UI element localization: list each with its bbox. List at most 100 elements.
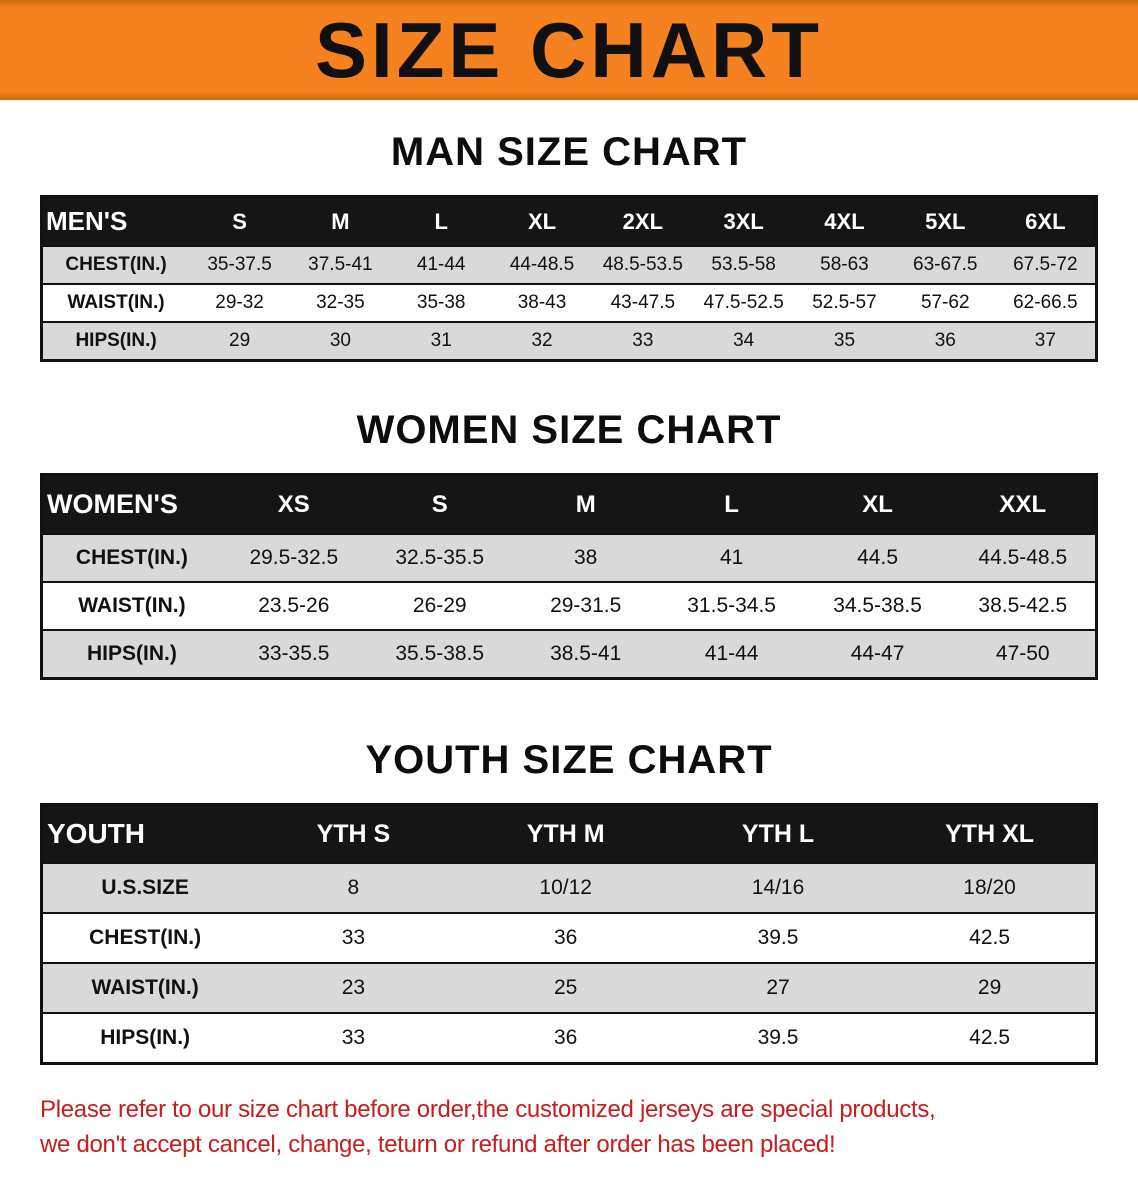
- men-section-title: MAN SIZE CHART: [390, 130, 748, 174]
- table-cell: 38.5-41: [512, 630, 659, 680]
- men-size-table: MEN'S S M L XL 2XL 3XL 4XL 5XL 6XL CHEST(IN.) 35-37…: [40, 195, 1098, 362]
- table-row: WAIST(IN.) 23.5-26 26-29 29-31.5 31.5-34.5 34…: [41, 582, 1097, 631]
- size-column-header: XXL: [950, 474, 1097, 535]
- table-cell: 42.5: [884, 1013, 1097, 1065]
- table-cell: 67.5-72: [995, 246, 1097, 285]
- table-cell: 25: [459, 963, 672, 1014]
- row-label: CHEST(IN.): [41, 534, 221, 583]
- table-row: U.S.SIZE 8 10/12 14/16 18/20: [41, 863, 1097, 914]
- women-size-table: WOMEN'S XS S M L XL XXL CHEST(IN.) 29.5-32.5 32.5…: [40, 473, 1098, 680]
- table-cell: 29: [884, 963, 1097, 1014]
- banner: SIZE CHART: [0, 0, 1138, 100]
- table-cell: 23.5-26: [220, 582, 367, 631]
- women-size-section: WOMEN SIZE CHART WOMEN'S XS S M L XL XXL CHEST(…: [0, 408, 1138, 680]
- row-label: CHEST(IN.): [41, 246, 190, 285]
- table-cell: 32: [491, 322, 593, 362]
- table-cell: 29-31.5: [512, 582, 659, 631]
- table-cell: 44-48.5: [491, 246, 593, 285]
- banner-title: SIZE CHART: [315, 5, 823, 94]
- table-row: HIPS(IN.) 33 36 39.5 42.5: [41, 1013, 1097, 1065]
- size-column-header: 4XL: [794, 196, 895, 247]
- row-label: WAIST(IN.): [41, 963, 248, 1014]
- youth-size-table: YOUTH YTH S YTH M YTH L YTH XL U.S.SIZE 8 10/12…: [40, 803, 1098, 1065]
- table-cell: 27: [671, 963, 885, 1014]
- disclaimer-line-1: Please refer to our size chart before or…: [40, 1096, 936, 1123]
- table-cell: 33: [247, 913, 460, 964]
- row-label: CHEST(IN.): [41, 913, 248, 964]
- youth-section-title: YOUTH SIZE CHART: [365, 738, 773, 782]
- table-header-row: MEN'S S M L XL 2XL 3XL 4XL 5XL 6XL: [41, 196, 1097, 247]
- table-row: CHEST(IN.) 33 36 39.5 42.5: [41, 913, 1097, 964]
- size-column-header: S: [189, 196, 290, 247]
- table-cell: 33: [247, 1013, 460, 1065]
- table-row: HIPS(IN.) 29 30 31 32 33 34 35 36 37: [41, 322, 1097, 362]
- table-row: WAIST(IN.) 29-32 32-35 35-38 38-43 43-47.5 47.…: [41, 284, 1097, 323]
- size-column-header: YTH S: [247, 804, 460, 864]
- table-row: HIPS(IN.) 33-35.5 35.5-38.5 38.5-41 41-44 44-…: [41, 630, 1097, 680]
- size-column-header: S: [366, 474, 513, 535]
- size-column-header: YTH M: [459, 804, 672, 864]
- table-corner-header: WOMEN'S: [41, 474, 221, 535]
- size-column-header: XL: [804, 474, 951, 535]
- table-cell: 47-50: [950, 630, 1097, 680]
- table-cell: 44.5: [804, 534, 951, 583]
- table-cell: 39.5: [671, 913, 885, 964]
- size-column-header: L: [658, 474, 805, 535]
- table-cell: 36: [894, 322, 996, 362]
- table-corner-header: MEN'S: [41, 196, 190, 247]
- table-cell: 42.5: [884, 913, 1097, 964]
- table-cell: 31.5-34.5: [658, 582, 805, 631]
- table-cell: 43-47.5: [592, 284, 694, 323]
- table-row: WAIST(IN.) 23 25 27 29: [41, 963, 1097, 1014]
- table-cell: 35-37.5: [189, 246, 290, 285]
- disclaimer: Please refer to our size chart before or…: [40, 1093, 1118, 1163]
- row-label: HIPS(IN.): [41, 1013, 248, 1065]
- men-size-section: MAN SIZE CHART MEN'S S M L XL 2XL 3XL 4XL 5XL 6XL…: [0, 130, 1138, 362]
- table-cell: 63-67.5: [894, 246, 996, 285]
- row-label: HIPS(IN.): [41, 630, 221, 680]
- table-cell: 39.5: [671, 1013, 885, 1065]
- table-cell: 32.5-35.5: [366, 534, 513, 583]
- table-cell: 48.5-53.5: [592, 246, 694, 285]
- table-cell: 37.5-41: [290, 246, 391, 285]
- table-cell: 34.5-38.5: [804, 582, 951, 631]
- table-cell: 38-43: [491, 284, 593, 323]
- table-cell: 41-44: [658, 630, 805, 680]
- table-cell: 58-63: [794, 246, 895, 285]
- table-header-row: WOMEN'S XS S M L XL XXL: [41, 474, 1097, 535]
- size-column-header: M: [290, 196, 391, 247]
- table-row: CHEST(IN.) 29.5-32.5 32.5-35.5 38 41 44.5 44.5…: [41, 534, 1097, 583]
- table-cell: 31: [390, 322, 492, 362]
- table-cell: 52.5-57: [794, 284, 895, 323]
- table-cell: 44.5-48.5: [950, 534, 1097, 583]
- table-cell: 41: [658, 534, 805, 583]
- row-label: WAIST(IN.): [41, 582, 221, 631]
- table-cell: 35: [794, 322, 895, 362]
- table-cell: 47.5-52.5: [693, 284, 795, 323]
- table-cell: 33: [592, 322, 694, 362]
- table-cell: 29.5-32.5: [220, 534, 367, 583]
- size-column-header: 6XL: [995, 196, 1097, 247]
- women-section-title: WOMEN SIZE CHART: [356, 408, 782, 452]
- table-cell: 35-38: [390, 284, 492, 323]
- table-cell: 38.5-42.5: [950, 582, 1097, 631]
- size-column-header: YTH XL: [884, 804, 1097, 864]
- table-cell: 44-47: [804, 630, 951, 680]
- table-header-row: YOUTH YTH S YTH M YTH L YTH XL: [41, 804, 1097, 864]
- table-cell: 34: [693, 322, 795, 362]
- table-cell: 38: [512, 534, 659, 583]
- table-cell: 8: [247, 863, 460, 914]
- table-cell: 53.5-58: [693, 246, 795, 285]
- size-column-header: XS: [220, 474, 367, 535]
- size-column-header: 5XL: [894, 196, 996, 247]
- table-cell: 57-62: [894, 284, 996, 323]
- table-cell: 14/16: [671, 863, 885, 914]
- size-column-header: 2XL: [592, 196, 694, 247]
- size-column-header: YTH L: [671, 804, 885, 864]
- table-cell: 29-32: [189, 284, 290, 323]
- table-cell: 29: [189, 322, 290, 362]
- table-cell: 33-35.5: [220, 630, 367, 680]
- table-cell: 32-35: [290, 284, 391, 323]
- row-label: U.S.SIZE: [41, 863, 248, 914]
